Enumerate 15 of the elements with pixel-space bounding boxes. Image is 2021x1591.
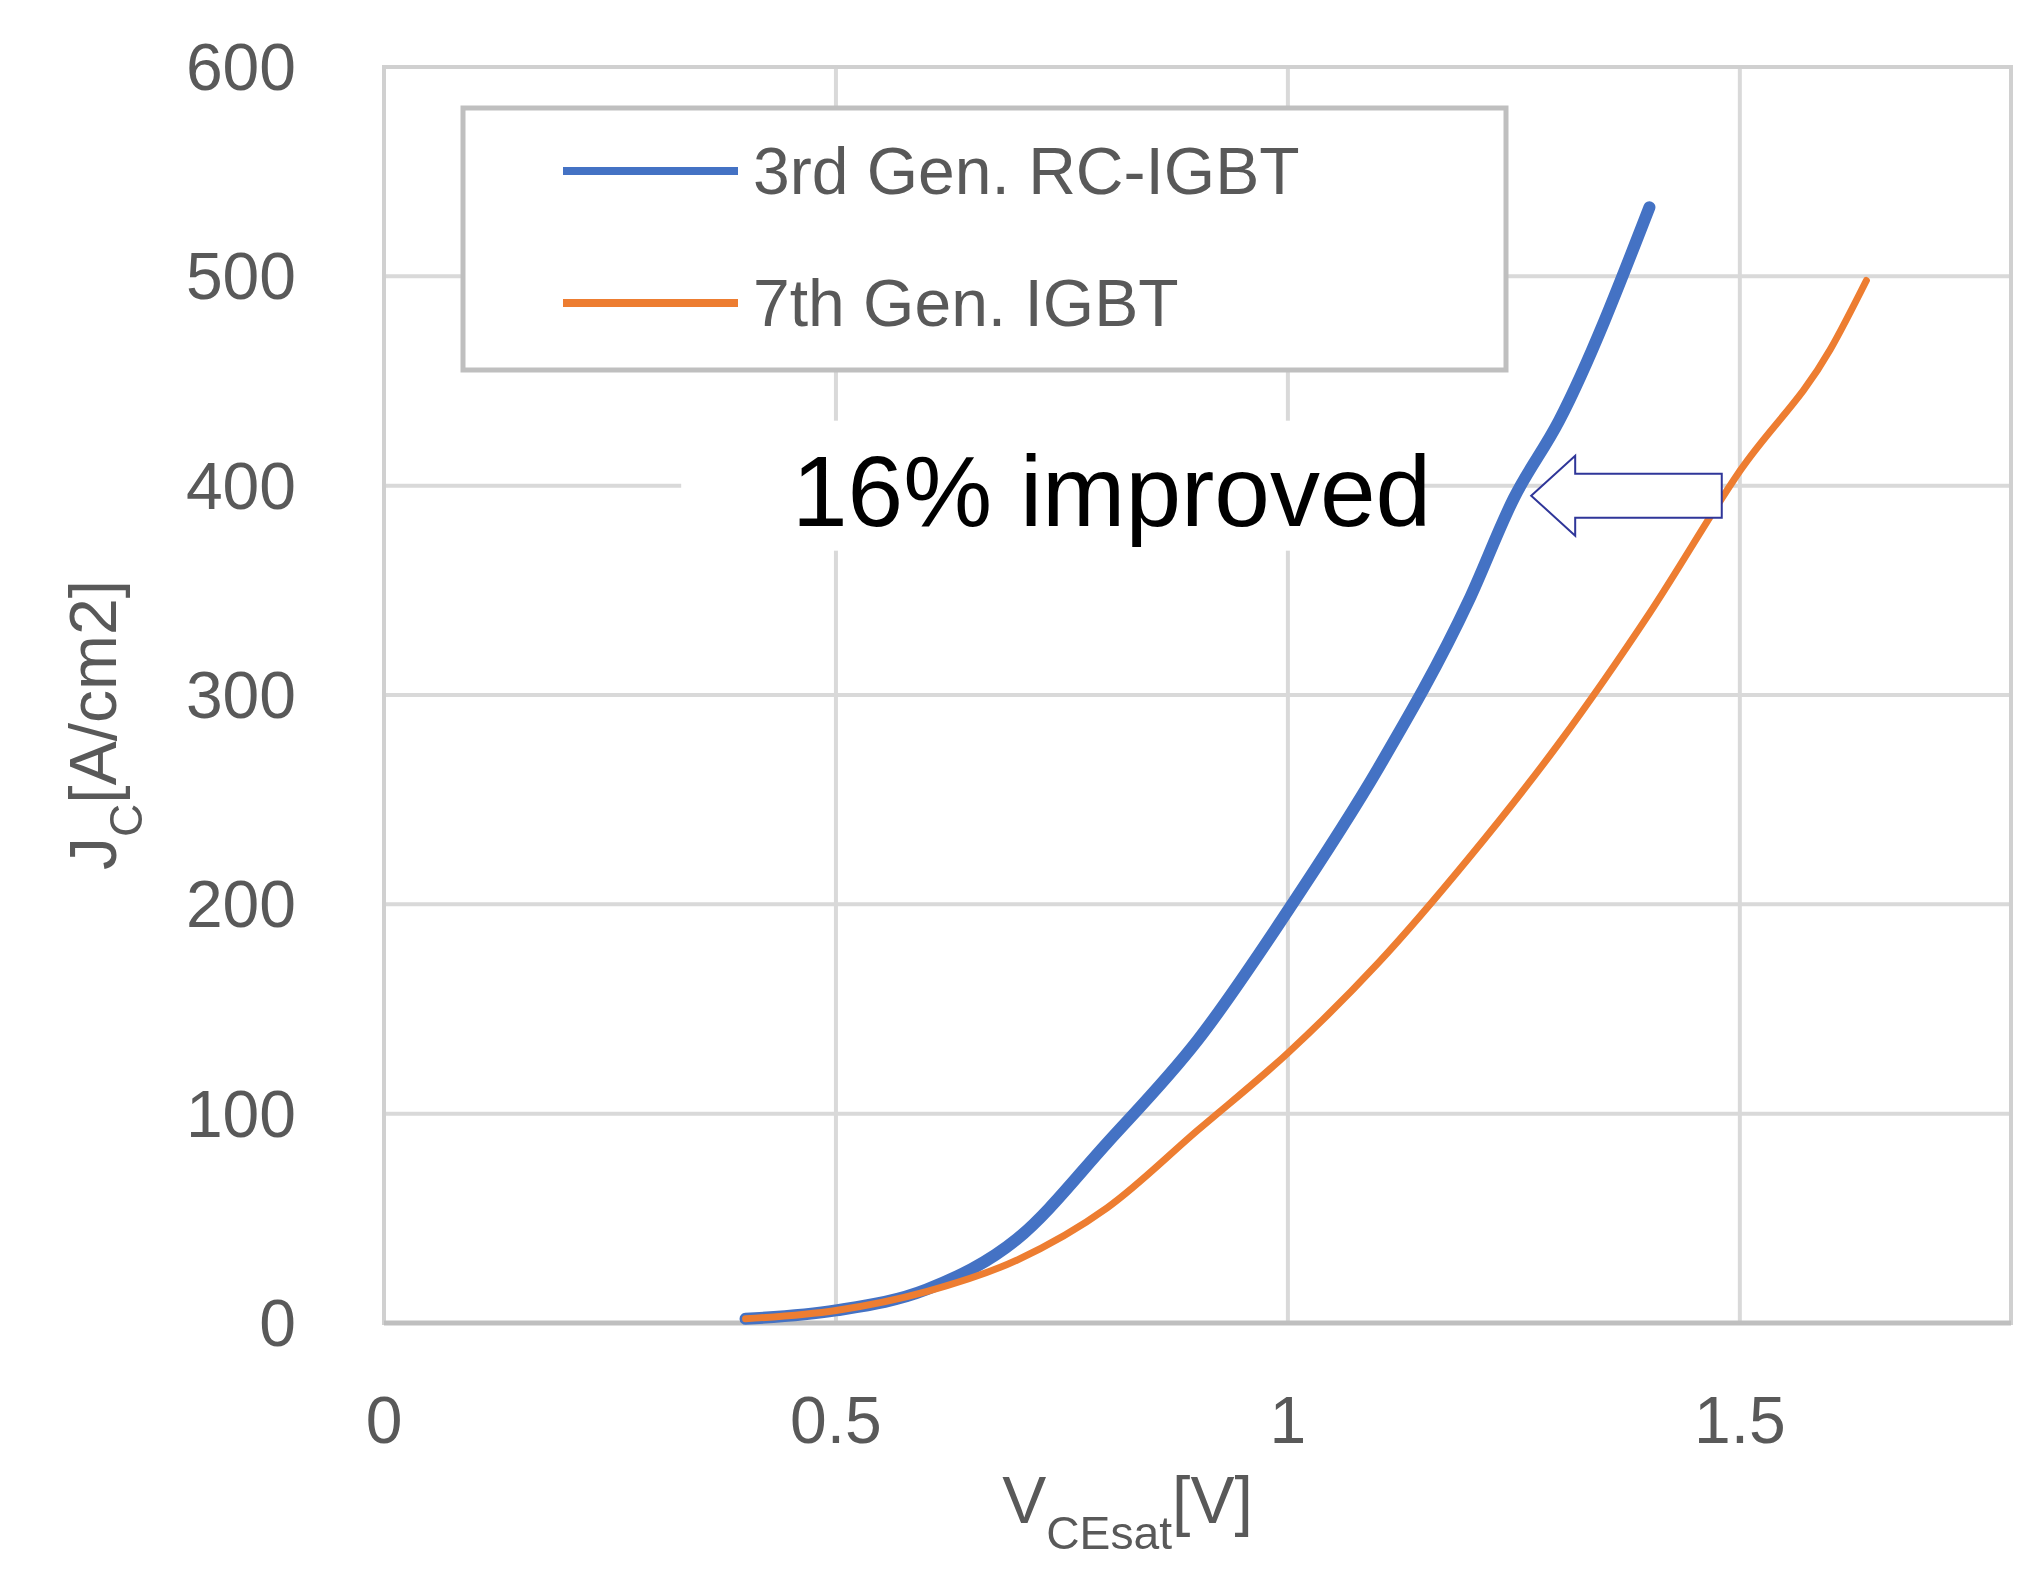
legend-label: 7th Gen. IGBT <box>753 266 1179 341</box>
x-tick-label: 0 <box>365 1383 403 1457</box>
y-tick-label: 500 <box>185 239 296 314</box>
y-tick-label: 400 <box>185 448 296 523</box>
y-tick-label: 0 <box>259 1286 296 1361</box>
annotation: 16% improved <box>791 434 1432 547</box>
x-tick-label: 0.5 <box>790 1383 882 1457</box>
y-tick-label: 100 <box>185 1076 296 1151</box>
x-tick-label: 1.5 <box>1693 1383 1786 1457</box>
y-tick-label: 300 <box>185 658 296 733</box>
y-tick-label: 600 <box>185 30 296 105</box>
y-tick-label: 200 <box>185 867 296 942</box>
legend-label: 3rd Gen. RC-IGBT <box>753 134 1300 209</box>
x-axis-title: V$_{CEsat}$[V] <box>1002 1463 1253 1559</box>
x-tick-label: 1 <box>1269 1383 1307 1457</box>
